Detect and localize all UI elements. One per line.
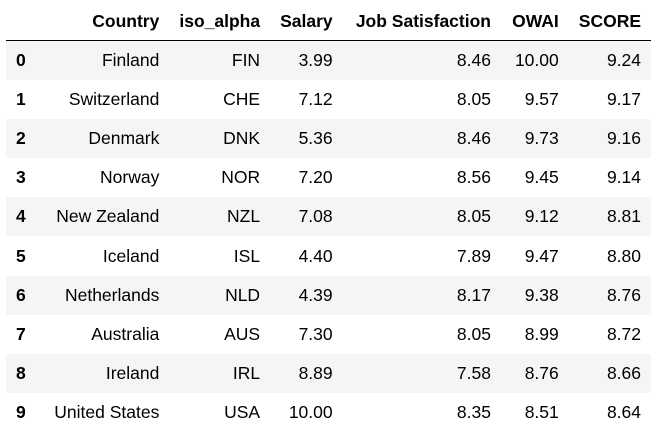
row-index: 5 bbox=[16, 245, 26, 266]
cell-score: 8.66 bbox=[606, 363, 641, 384]
cell-owai: 9.73 bbox=[524, 127, 559, 148]
cell-owai: 9.12 bbox=[524, 206, 559, 227]
cell-owai: 8.99 bbox=[524, 323, 559, 344]
cell-score: 8.80 bbox=[606, 245, 641, 266]
column-header-owai: OWAI bbox=[500, 3, 569, 41]
cell-job-satisfaction: 8.56 bbox=[456, 167, 491, 188]
cell-score: 9.17 bbox=[606, 88, 641, 109]
cell-owai: 9.38 bbox=[524, 284, 559, 305]
row-index: 7 bbox=[16, 323, 26, 344]
cell-job-satisfaction: 7.58 bbox=[456, 363, 491, 384]
cell-score: 9.14 bbox=[606, 167, 641, 188]
cell-salary: 3.99 bbox=[298, 49, 333, 70]
row-index: 8 bbox=[16, 363, 26, 384]
cell-country: Netherlands bbox=[64, 284, 160, 305]
row-index: 4 bbox=[16, 206, 26, 227]
table-row: 3 Norway NOR 7.20 8.56 9.45 9.14 bbox=[6, 158, 651, 198]
cell-iso-alpha: DNK bbox=[223, 127, 261, 148]
cell-score: 8.64 bbox=[606, 402, 641, 423]
table-row: 4 New Zealand NZL 7.08 8.05 9.12 8.81 bbox=[6, 197, 651, 237]
cell-job-satisfaction: 8.05 bbox=[456, 88, 491, 109]
cell-owai: 8.51 bbox=[524, 402, 559, 423]
cell-score: 8.76 bbox=[606, 284, 641, 305]
table-row: 5 Iceland ISL 4.40 7.89 9.47 8.80 bbox=[6, 236, 651, 276]
cell-salary: 7.30 bbox=[298, 323, 333, 344]
row-index: 0 bbox=[16, 49, 26, 70]
column-header-iso-alpha: iso_alpha bbox=[169, 3, 271, 41]
cell-iso-alpha: FIN bbox=[231, 49, 261, 70]
cell-owai: 10.00 bbox=[514, 49, 559, 70]
cell-iso-alpha: NOR bbox=[221, 167, 261, 188]
cell-owai: 8.76 bbox=[524, 363, 559, 384]
index-header bbox=[6, 3, 45, 41]
cell-score: 9.16 bbox=[606, 127, 641, 148]
cell-salary: 7.20 bbox=[298, 167, 333, 188]
cell-country: Iceland bbox=[102, 245, 160, 266]
cell-job-satisfaction: 7.89 bbox=[456, 245, 491, 266]
cell-iso-alpha: CHE bbox=[223, 88, 261, 109]
row-index: 9 bbox=[16, 402, 26, 423]
cell-job-satisfaction: 8.05 bbox=[456, 323, 491, 344]
row-index: 6 bbox=[16, 284, 26, 305]
table-row: 2 Denmark DNK 5.36 8.46 9.73 9.16 bbox=[6, 118, 651, 159]
cell-score: 8.72 bbox=[606, 323, 641, 344]
column-header-score: SCORE bbox=[568, 3, 651, 41]
cell-country: Denmark bbox=[88, 127, 160, 148]
table-row: 0 Finland FIN 3.99 8.46 10.00 9.24 bbox=[6, 40, 651, 80]
table-row: 1 Switzerland CHE 7.12 8.05 9.57 9.17 bbox=[6, 79, 651, 119]
cell-country: Norway bbox=[100, 167, 160, 188]
cell-owai: 9.45 bbox=[524, 167, 559, 188]
table-row: 8 Ireland IRL 8.89 7.58 8.76 8.66 bbox=[6, 354, 651, 394]
table-row: 7 Australia AUS 7.30 8.05 8.99 8.72 bbox=[6, 314, 651, 354]
row-index: 1 bbox=[16, 88, 26, 109]
cell-salary: 7.08 bbox=[298, 206, 333, 227]
cell-salary: 4.40 bbox=[298, 245, 333, 266]
cell-job-satisfaction: 8.46 bbox=[456, 127, 491, 148]
cell-score: 9.24 bbox=[606, 49, 641, 70]
cell-country: New Zealand bbox=[56, 206, 160, 227]
cell-job-satisfaction: 8.35 bbox=[456, 402, 491, 423]
cell-salary: 5.36 bbox=[298, 127, 333, 148]
cell-country: Switzerland bbox=[68, 88, 160, 109]
cell-job-satisfaction: 8.46 bbox=[456, 49, 491, 70]
cell-iso-alpha: NLD bbox=[225, 284, 261, 305]
cell-iso-alpha: USA bbox=[224, 402, 261, 423]
cell-salary: 8.89 bbox=[298, 363, 333, 384]
column-header-job-satisfaction: Job Satisfaction bbox=[342, 3, 501, 41]
table-row: 9 United States USA 10.00 8.35 8.51 8.64 bbox=[6, 393, 651, 433]
column-header-country: Country bbox=[44, 3, 170, 41]
cell-salary: 4.39 bbox=[298, 284, 333, 305]
cell-country: Ireland bbox=[105, 363, 160, 384]
cell-iso-alpha: ISL bbox=[233, 245, 261, 266]
cell-country: Australia bbox=[91, 323, 160, 344]
cell-owai: 9.47 bbox=[524, 245, 559, 266]
cell-country: United States bbox=[54, 402, 160, 423]
table-row: 6 Netherlands NLD 4.39 8.17 9.38 8.76 bbox=[6, 275, 651, 315]
cell-owai: 9.57 bbox=[524, 88, 559, 109]
table-header: Country iso_alpha Salary Job Satisfactio… bbox=[6, 3, 651, 41]
cell-iso-alpha: NZL bbox=[227, 206, 261, 227]
cell-job-satisfaction: 8.17 bbox=[456, 284, 491, 305]
cell-iso-alpha: IRL bbox=[232, 363, 261, 384]
column-header-salary: Salary bbox=[270, 3, 343, 41]
cell-score: 8.81 bbox=[606, 206, 641, 227]
cell-salary: 7.12 bbox=[298, 88, 333, 109]
cell-iso-alpha: AUS bbox=[224, 323, 261, 344]
dataframe-table: Country iso_alpha Salary Job Satisfactio… bbox=[6, 3, 651, 433]
cell-salary: 10.00 bbox=[288, 402, 333, 423]
table-body: 0 Finland FIN 3.99 8.46 10.00 9.24 1 Switzerland… bbox=[6, 40, 651, 433]
cell-job-satisfaction: 8.05 bbox=[456, 206, 491, 227]
row-index: 3 bbox=[16, 167, 26, 188]
dataframe-output: Country iso_alpha Salary Job Satisfactio… bbox=[6, 3, 651, 433]
header-row: Country iso_alpha Salary Job Satisfactio… bbox=[6, 3, 651, 41]
row-index: 2 bbox=[16, 127, 26, 148]
cell-country: Finland bbox=[101, 49, 160, 70]
